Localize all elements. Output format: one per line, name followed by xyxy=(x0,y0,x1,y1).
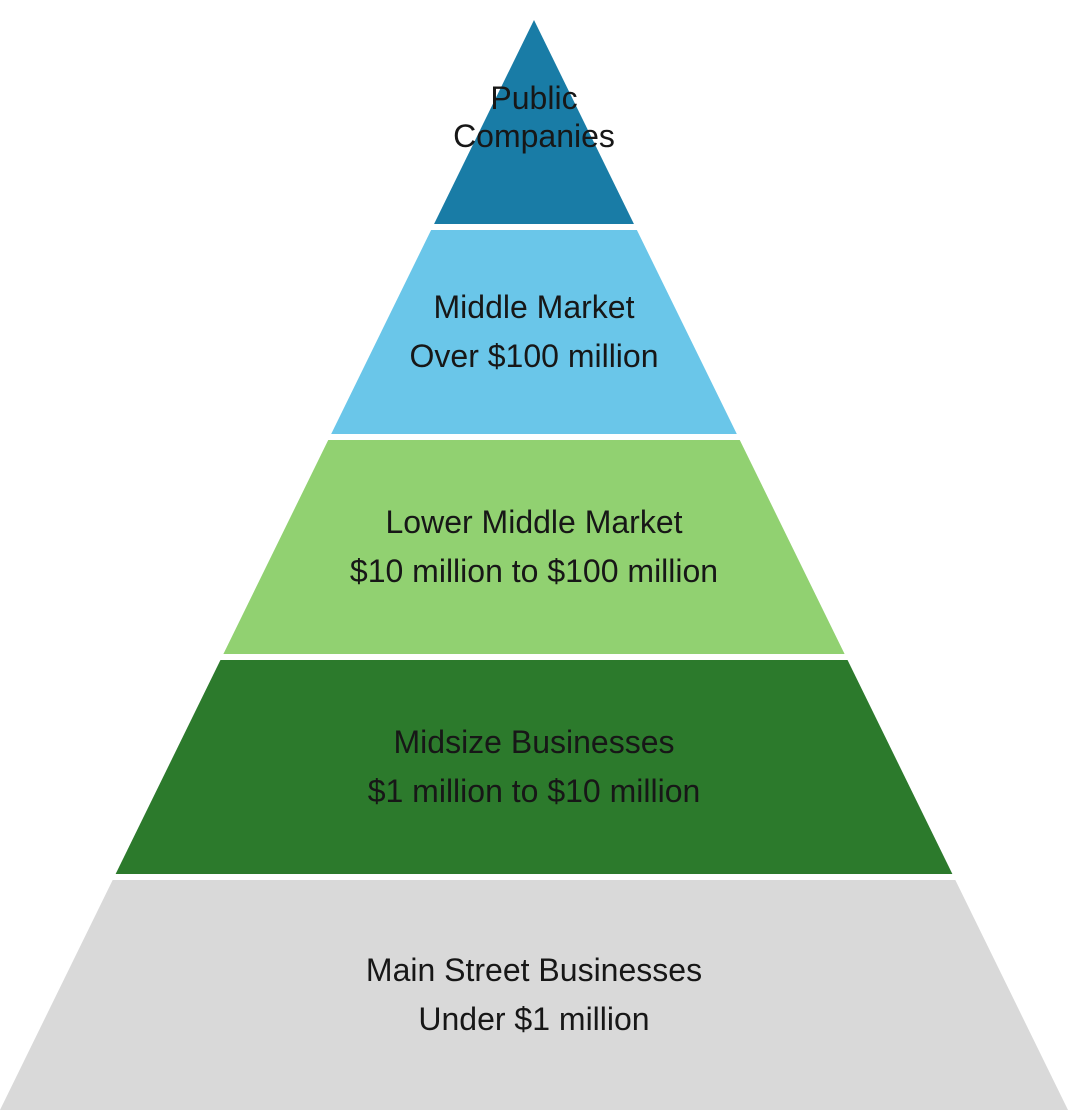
pyramid-level-4: Main Street Businesses Under $1 million xyxy=(95,880,974,1110)
pyramid-level-subtitle-4: Under $1 million xyxy=(418,999,649,1039)
pyramid-level-title-3: Midsize Businesses xyxy=(394,723,675,761)
pyramid-level-3: Midsize Businesses $1 million to $10 mill… xyxy=(196,660,872,874)
pyramid-level-2: Lower Middle Market $10 million to $100 m… xyxy=(295,440,773,654)
pyramid-level-1: Middle Market Over $100 million xyxy=(392,230,676,434)
pyramid-level-subtitle-2: $10 million to $100 million xyxy=(350,551,718,591)
pyramid-level-subtitle-3: $1 million to $10 million xyxy=(368,771,701,811)
pyramid-level-0: Public Companies xyxy=(487,20,582,224)
pyramid-level-title-0: Public Companies xyxy=(453,79,615,156)
pyramid-level-subtitle-1: Over $100 million xyxy=(410,336,659,376)
pyramid-level-title-4: Main Street Businesses xyxy=(366,951,702,989)
business-pyramid: Public Companies Middle Market Over $100 m… xyxy=(0,20,1068,1110)
pyramid-level-title-2: Lower Middle Market xyxy=(386,503,683,541)
pyramid-level-title-1: Middle Market xyxy=(434,288,635,326)
